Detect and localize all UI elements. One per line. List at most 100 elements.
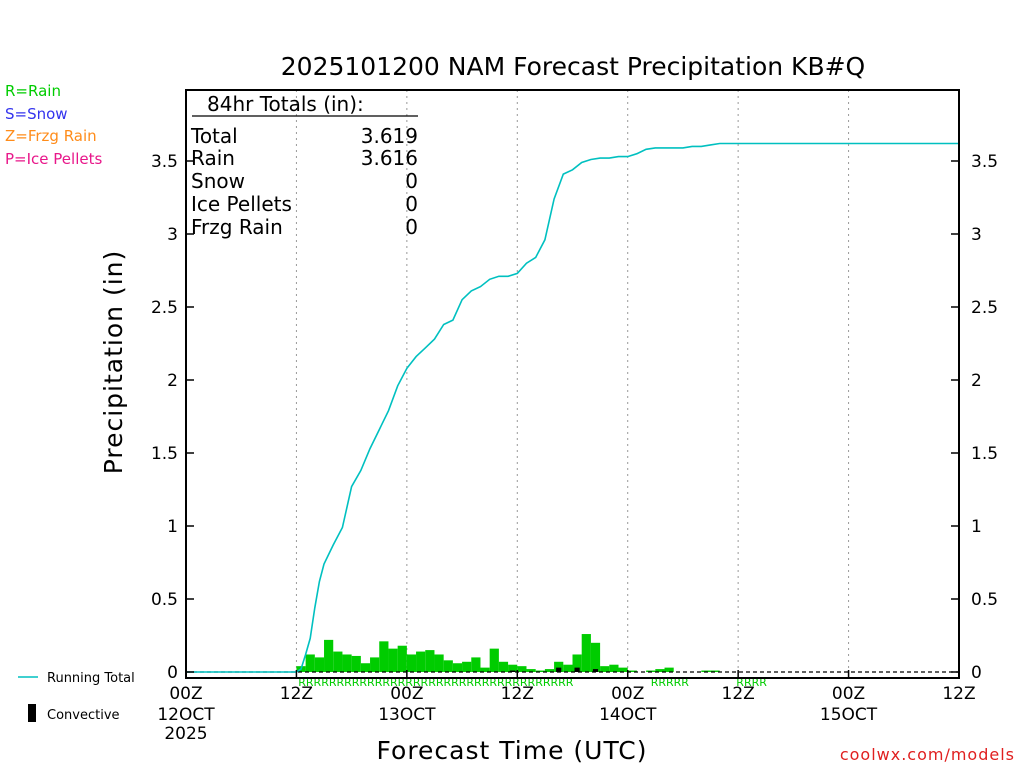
totals-value-snow: 0 xyxy=(405,169,418,193)
y-tick-label: 3.5 xyxy=(971,152,998,172)
precip-bar xyxy=(434,654,444,672)
precip-bar xyxy=(452,663,463,672)
precip-bar xyxy=(370,657,380,672)
precip-bar xyxy=(618,667,628,672)
x-tick-label: 12Z xyxy=(722,684,755,704)
y-tick-label: 2 xyxy=(167,371,178,391)
totals-label-total: Total xyxy=(190,124,238,148)
precip-bar xyxy=(443,660,453,672)
y-tick-label: 0 xyxy=(167,663,178,683)
credit-text: coolwx.com/models xyxy=(840,745,1015,764)
totals-label-frzg-rain: Frzg Rain xyxy=(191,215,283,239)
precip-bar xyxy=(406,654,417,672)
totals-value-frzg-rain: 0 xyxy=(405,215,418,239)
precip-bar xyxy=(397,645,407,672)
precip-bar xyxy=(554,661,564,672)
precip-bar xyxy=(471,657,481,672)
precip-bar xyxy=(710,670,720,672)
y-axis-left: 0 0.5 1 1.5 2 2.5 3 3.5 xyxy=(151,152,194,683)
precip-bar xyxy=(305,654,315,672)
legend-rain-label: R=Rain xyxy=(5,82,61,100)
precip-bar xyxy=(462,661,472,672)
convective-legend-swatch xyxy=(28,704,36,722)
y-tick-label: 0.5 xyxy=(151,590,178,610)
precip-bar xyxy=(544,669,555,672)
x-year-label: 2025 xyxy=(164,724,207,744)
x-date-label: 12OCT xyxy=(157,705,215,725)
legend-snow-label: S=Snow xyxy=(5,105,68,123)
precip-bar xyxy=(526,669,536,672)
running-total-legend-label: Running Total xyxy=(47,671,135,686)
x-date-label: 13OCT xyxy=(378,705,436,725)
legend-ice-pellets-label: P=Ice Pellets xyxy=(5,150,102,168)
x-date-label: 15OCT xyxy=(820,705,878,725)
totals-value-rain: 3.616 xyxy=(361,146,418,170)
precip-bar xyxy=(664,667,674,672)
y-tick-label: 2 xyxy=(971,371,982,391)
x-tick-label: 12Z xyxy=(942,684,975,704)
vertical-gridlines xyxy=(295,90,850,678)
y-tick-label: 2.5 xyxy=(971,298,998,318)
precip-bar xyxy=(646,670,656,672)
precip-type-strips: RRRRRRRRRRRRRRRRRRRRRRRRRRRRRRRRRRRR RRRR… xyxy=(298,676,767,689)
y-axis-right: 0 0.5 1 1.5 2 2.5 3 3.5 xyxy=(951,152,998,683)
precip-type-strip: RRRRRRRRRRRRRRRRRRRRRRRRRRRRRRRRRRRR xyxy=(298,676,574,689)
x-tick-label: 12Z xyxy=(280,684,313,704)
precip-bar xyxy=(581,634,591,672)
convective-bar xyxy=(556,667,562,672)
x-tick-label: 12Z xyxy=(501,684,534,704)
precip-type-strip: RRRRR xyxy=(651,676,690,689)
totals-label-snow: Snow xyxy=(191,169,245,193)
y-tick-label: 1.5 xyxy=(151,444,178,464)
y-tick-label: 0 xyxy=(971,663,982,683)
precip-bar xyxy=(535,670,545,672)
convective-legend-label: Convective xyxy=(47,708,120,723)
precip-bar xyxy=(627,670,637,672)
totals-value-total: 3.619 xyxy=(361,124,418,148)
y-tick-label: 2.5 xyxy=(151,298,178,318)
y-tick-label: 3 xyxy=(971,225,982,245)
precip-bar xyxy=(498,661,509,672)
precip-bar xyxy=(572,654,582,672)
totals-box: 84hr Totals (in): Total 3.619 Rain 3.616… xyxy=(190,92,418,239)
y-tick-label: 3.5 xyxy=(151,152,178,172)
convective-bar xyxy=(574,667,580,672)
precip-bar xyxy=(480,667,490,672)
convective-bars xyxy=(510,667,599,672)
convective-bar xyxy=(592,669,599,672)
precip-bar xyxy=(701,670,711,672)
precip-bar xyxy=(517,666,527,672)
y-axis-title: Precipitation (in) xyxy=(99,250,128,475)
precip-bar xyxy=(508,664,518,672)
y-tick-label: 1 xyxy=(971,517,982,537)
x-tick-label: 00Z xyxy=(390,684,423,704)
precip-bar xyxy=(425,650,435,672)
precip-bar xyxy=(416,651,426,672)
series-legend: Running Total Convective xyxy=(18,671,135,723)
precip-bar xyxy=(351,655,361,672)
precip-bar xyxy=(360,663,371,672)
hourly-precip-bars xyxy=(296,634,720,672)
precip-bar xyxy=(324,639,334,672)
convective-bar xyxy=(510,670,516,672)
x-date-label: 14OCT xyxy=(599,705,657,725)
x-tick-label: 00Z xyxy=(611,684,644,704)
precip-type-legend: R=Rain S=Snow Z=Frzg Rain P=Ice Pellets xyxy=(5,82,102,168)
y-tick-label: 1.5 xyxy=(971,444,998,464)
precip-bar xyxy=(379,641,389,672)
precip-bar xyxy=(655,669,665,672)
totals-label-rain: Rain xyxy=(191,146,235,170)
precip-type-strip: RRRR xyxy=(736,676,767,689)
x-tick-label: 00Z xyxy=(169,684,202,704)
precip-bar xyxy=(590,642,601,672)
y-tick-label: 1 xyxy=(167,517,178,537)
x-axis-title: Forecast Time (UTC) xyxy=(377,736,648,765)
precip-bar xyxy=(489,648,499,672)
running-total-line xyxy=(186,142,959,673)
plot-frame xyxy=(185,89,960,679)
precip-bar xyxy=(388,648,398,672)
totals-label-ice-pellets: Ice Pellets xyxy=(191,192,292,216)
chart-title: 2025101200 NAM Forecast Precipitation KB… xyxy=(281,52,865,81)
